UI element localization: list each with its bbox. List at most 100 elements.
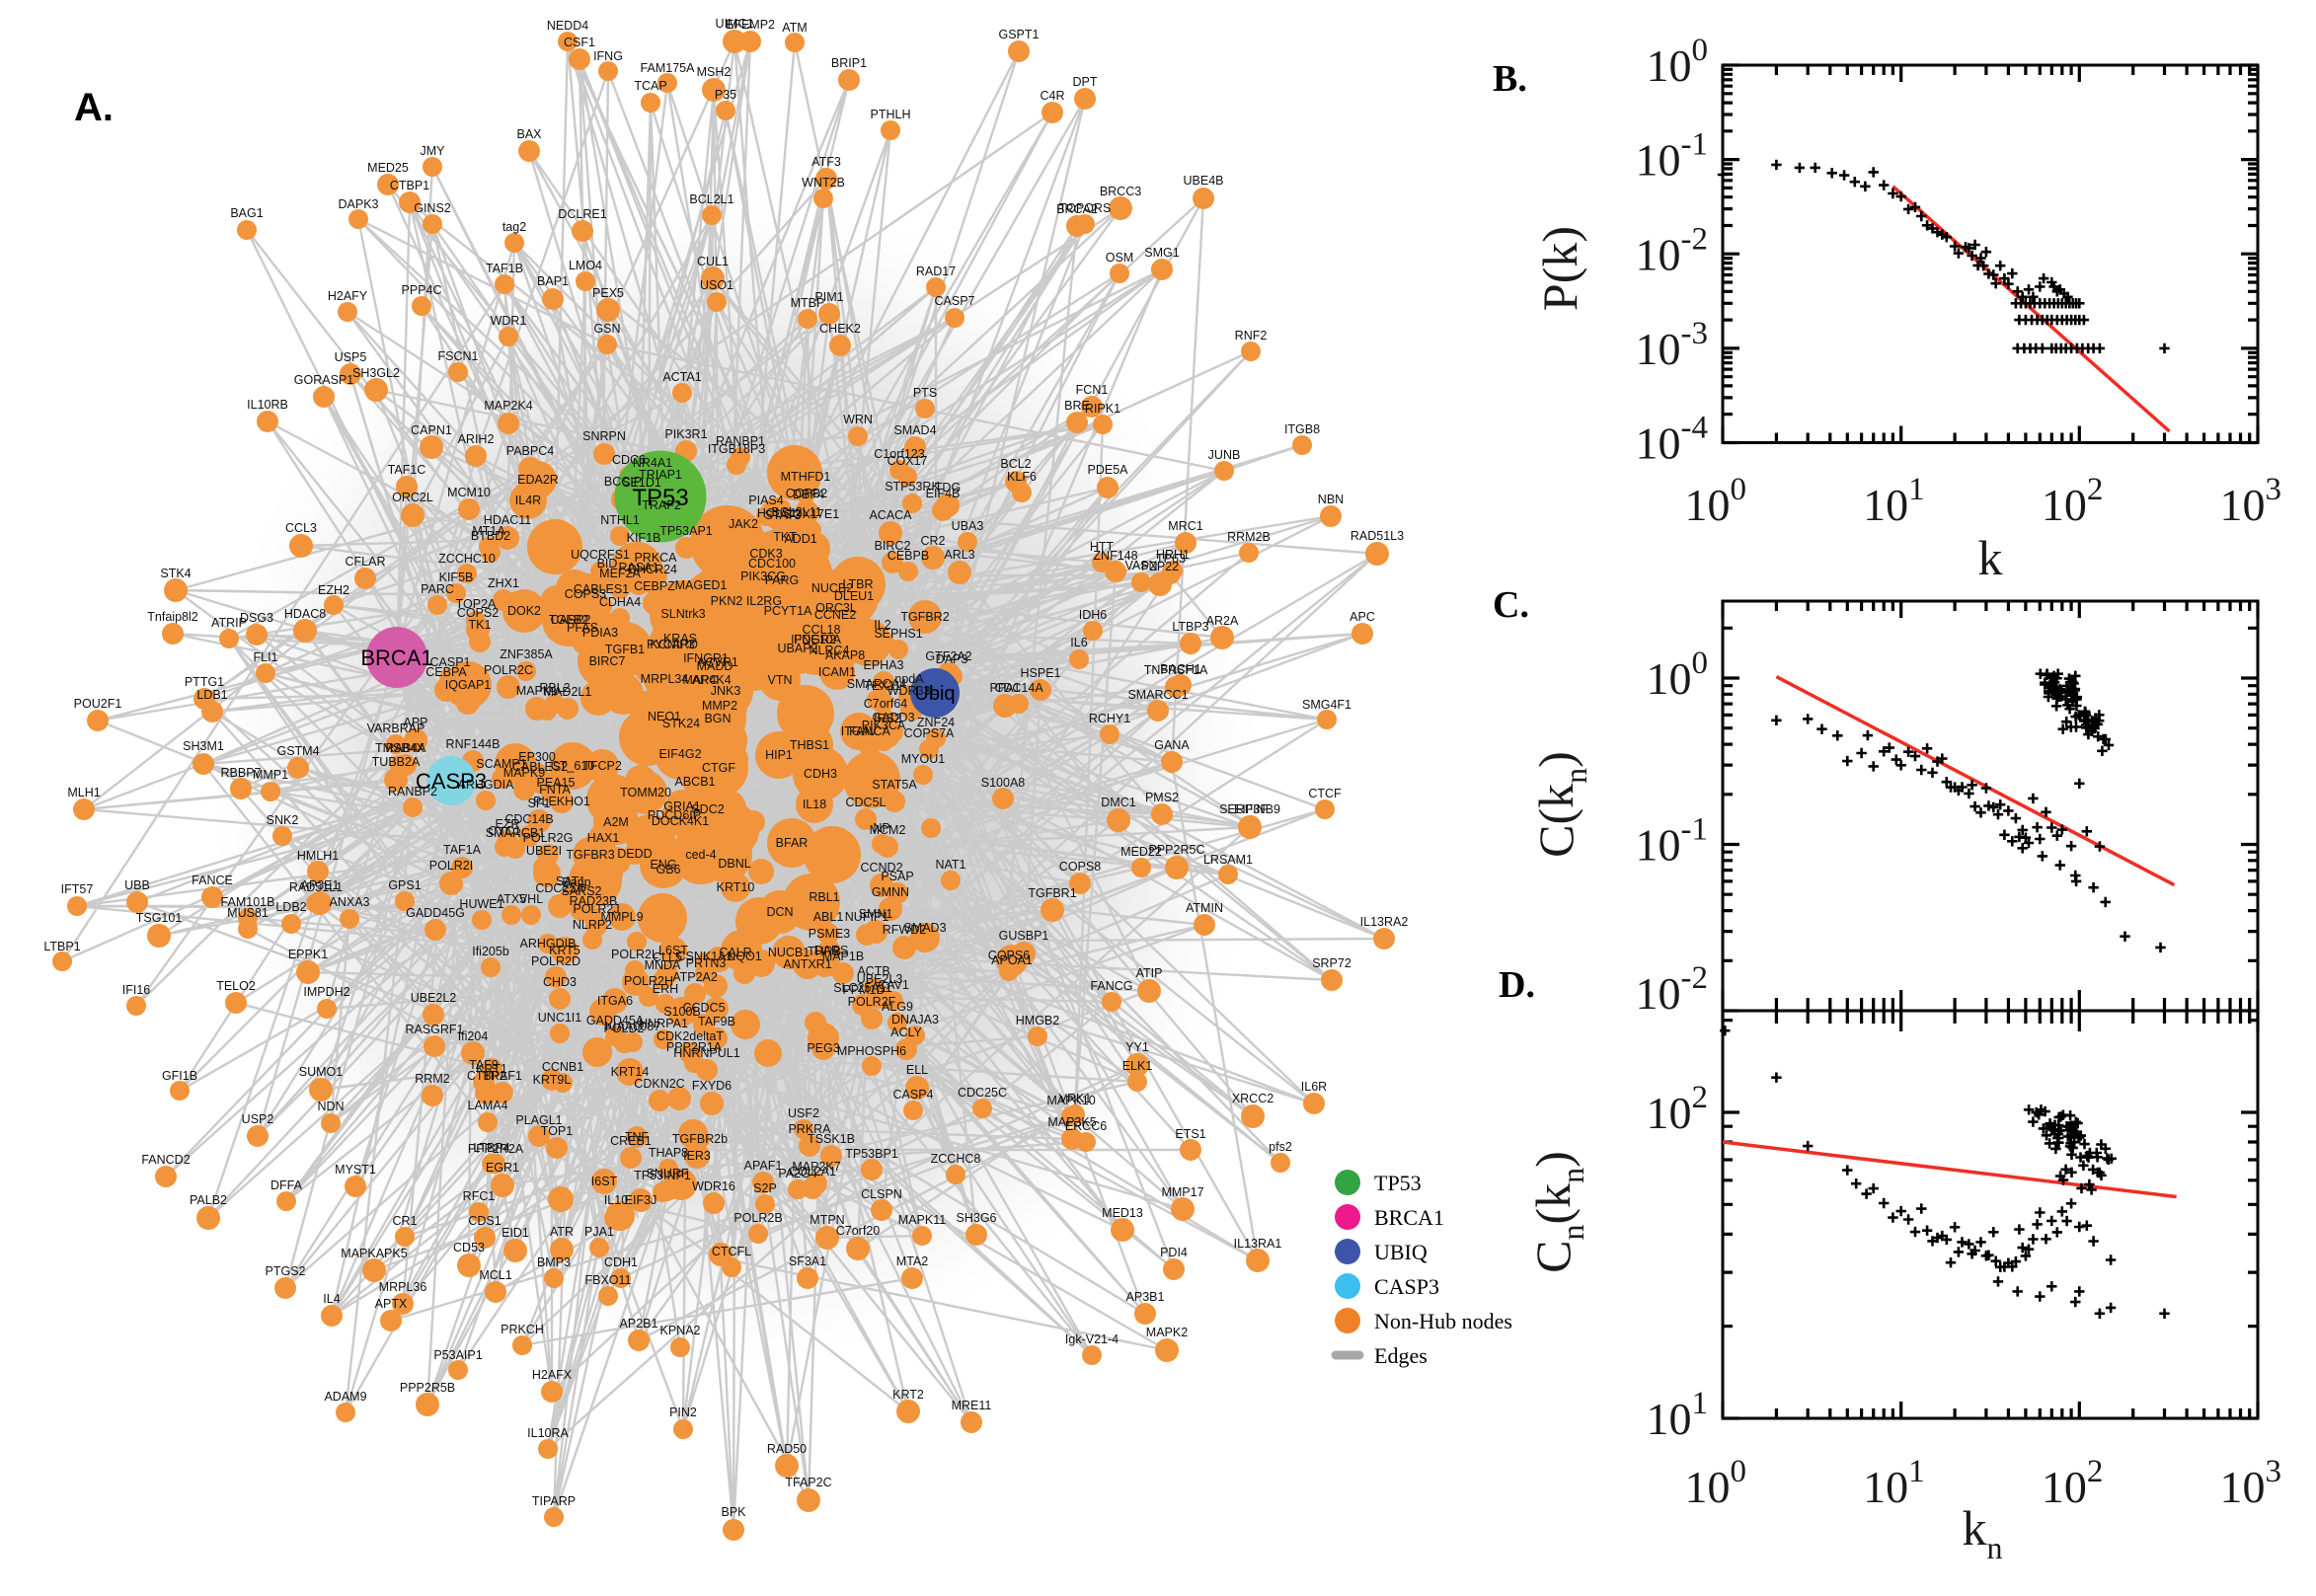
svg-text:MMPL9: MMPL9 bbox=[600, 910, 643, 924]
svg-text:MAPK1: MAPK1 bbox=[516, 684, 558, 698]
svg-text:XRCC2: XRCC2 bbox=[1232, 1092, 1274, 1105]
svg-text:USP2: USP2 bbox=[242, 1112, 274, 1126]
svg-text:BIRC7: BIRC7 bbox=[589, 654, 626, 668]
svg-text:ENG: ENG bbox=[650, 858, 676, 872]
svg-text:GINS2: GINS2 bbox=[414, 201, 451, 215]
svg-text:POLD2: POLD2 bbox=[604, 1022, 645, 1035]
svg-text:THAP8: THAP8 bbox=[649, 1146, 688, 1160]
svg-text:MYST1: MYST1 bbox=[335, 1163, 376, 1177]
svg-text:NBN: NBN bbox=[1318, 493, 1344, 506]
svg-text:MMP2: MMP2 bbox=[702, 699, 737, 713]
svg-text:IRS2: IRS2 bbox=[874, 712, 901, 725]
svg-text:APP: APP bbox=[403, 716, 427, 729]
svg-text:TAF9B: TAF9B bbox=[698, 1015, 735, 1028]
svg-text:CCNB1: CCNB1 bbox=[542, 1060, 583, 1074]
svg-text:S100B: S100B bbox=[663, 1005, 701, 1019]
svg-text:PIK3R1: PIK3R1 bbox=[664, 427, 707, 441]
svg-text:PIK3CA: PIK3CA bbox=[862, 719, 906, 732]
svg-text:ATMIN: ATMIN bbox=[1186, 901, 1223, 915]
svg-text:C1orf123: C1orf123 bbox=[874, 447, 924, 461]
svg-text:IQGAP1: IQGAP1 bbox=[445, 678, 492, 692]
svg-text:TAF1B: TAF1B bbox=[486, 262, 523, 275]
svg-text:PIM1: PIM1 bbox=[814, 290, 843, 304]
svg-text:TCAP: TCAP bbox=[634, 79, 666, 93]
svg-text:C7orf64: C7orf64 bbox=[864, 697, 908, 711]
svg-text:THBS1: THBS1 bbox=[790, 738, 829, 752]
svg-text:UBE2L3: UBE2L3 bbox=[857, 972, 903, 986]
svg-text:CCNE2: CCNE2 bbox=[814, 608, 856, 622]
svg-text:CDH3: CDH3 bbox=[804, 767, 837, 781]
svg-text:ARL3: ARL3 bbox=[944, 548, 974, 562]
svg-text:CLSPN: CLSPN bbox=[861, 1187, 902, 1201]
svg-text:PEG3: PEG3 bbox=[807, 1041, 839, 1055]
svg-text:ERCC6: ERCC6 bbox=[1065, 1119, 1107, 1133]
svg-text:UIMC1: UIMC1 bbox=[716, 17, 754, 31]
svg-text:B.: B. bbox=[1493, 58, 1527, 100]
svg-text:VASN: VASN bbox=[1124, 559, 1157, 572]
svg-text:TMSB4X: TMSB4X bbox=[375, 741, 425, 755]
svg-text:DEDD: DEDD bbox=[617, 847, 652, 861]
svg-text:MAPKAPK5: MAPKAPK5 bbox=[341, 1247, 407, 1260]
svg-text:Ifi205b: Ifi205b bbox=[472, 945, 509, 958]
svg-text:ADD1: ADD1 bbox=[784, 532, 816, 546]
svg-text:TNF: TNF bbox=[625, 1130, 650, 1144]
svg-text:CYC1: CYC1 bbox=[488, 824, 520, 838]
svg-text:ARIH2: ARIH2 bbox=[458, 432, 495, 446]
svg-text:BPK: BPK bbox=[721, 1505, 746, 1519]
svg-text:RBL1: RBL1 bbox=[809, 890, 839, 904]
svg-text:PABPC4: PABPC4 bbox=[506, 444, 554, 458]
svg-text:FANCD2: FANCD2 bbox=[141, 1153, 190, 1167]
svg-text:RBBP7: RBBP7 bbox=[221, 766, 262, 780]
svg-text:VARBRAP: VARBRAP bbox=[367, 722, 425, 735]
svg-text:CASP7: CASP7 bbox=[935, 294, 975, 308]
svg-text:L6ST: L6ST bbox=[658, 944, 688, 957]
svg-text:GANA: GANA bbox=[1154, 738, 1190, 752]
svg-text:IL4: IL4 bbox=[323, 1292, 340, 1306]
svg-text:IL10: IL10 bbox=[604, 1193, 628, 1207]
svg-text:ACLY: ACLY bbox=[890, 1026, 922, 1039]
svg-text:ANXA3: ANXA3 bbox=[330, 895, 370, 909]
svg-text:TIPARP: TIPARP bbox=[532, 1494, 576, 1508]
svg-text:STK24: STK24 bbox=[662, 717, 700, 730]
svg-text:SUMO1: SUMO1 bbox=[299, 1065, 344, 1079]
svg-text:ATR: ATR bbox=[550, 1225, 574, 1239]
svg-text:AR2A: AR2A bbox=[1206, 614, 1239, 628]
svg-text:ETS1: ETS1 bbox=[1175, 1127, 1205, 1141]
svg-text:FANCA: FANCA bbox=[849, 724, 890, 738]
svg-text:BCCIP: BCCIP bbox=[604, 475, 642, 489]
svg-text:GTF2A2: GTF2A2 bbox=[925, 649, 971, 663]
svg-text:EID1: EID1 bbox=[502, 1226, 529, 1240]
svg-text:TRAF2: TRAF2 bbox=[642, 498, 681, 512]
svg-text:CDC25A: CDC25A bbox=[535, 881, 584, 895]
svg-text:NEO1: NEO1 bbox=[648, 710, 681, 723]
svg-text:IFNGR2: IFNGR2 bbox=[791, 633, 836, 646]
svg-text:CDS1: CDS1 bbox=[468, 1214, 501, 1228]
svg-text:EFEMP2: EFEMP2 bbox=[726, 18, 775, 32]
svg-text:CR1: CR1 bbox=[392, 1214, 417, 1228]
svg-text:ABCB1: ABCB1 bbox=[675, 775, 716, 789]
svg-text:PLAGL1: PLAGL1 bbox=[515, 1113, 562, 1127]
svg-text:HUWE1: HUWE1 bbox=[459, 897, 503, 911]
svg-text:RNF2: RNF2 bbox=[1235, 329, 1268, 342]
svg-text:DLEU1: DLEU1 bbox=[834, 589, 874, 603]
svg-text:TNFRSF1A: TNFRSF1A bbox=[1144, 663, 1208, 677]
svg-text:EIF3F: EIF3F bbox=[1234, 802, 1268, 816]
svg-text:ACTA1: ACTA1 bbox=[662, 370, 701, 384]
svg-text:RAD50: RAD50 bbox=[767, 1442, 807, 1456]
svg-text:DBF4: DBF4 bbox=[793, 488, 824, 501]
svg-text:SE1D1: SE1D1 bbox=[622, 476, 661, 490]
svg-text:GADD3: GADD3 bbox=[872, 711, 914, 724]
svg-text:PTHLH: PTHLH bbox=[871, 108, 911, 121]
svg-text:COPB2: COPB2 bbox=[786, 487, 827, 500]
svg-text:AKAP8: AKAP8 bbox=[825, 648, 865, 662]
svg-text:IFNG: IFNG bbox=[593, 49, 623, 63]
svg-text:ced-4: ced-4 bbox=[685, 848, 716, 862]
svg-text:COX17: COX17 bbox=[888, 454, 928, 468]
svg-text:FSCN1: FSCN1 bbox=[438, 349, 479, 363]
svg-text:NEDD4: NEDD4 bbox=[547, 19, 588, 33]
svg-text:MCL1: MCL1 bbox=[479, 1268, 511, 1282]
svg-text:CASP1: CASP1 bbox=[430, 655, 471, 669]
svg-text:CCDC5: CCDC5 bbox=[682, 1001, 725, 1015]
svg-text:MAPK9: MAPK9 bbox=[503, 766, 545, 780]
svg-text:SLNtrk3: SLNtrk3 bbox=[660, 607, 705, 621]
